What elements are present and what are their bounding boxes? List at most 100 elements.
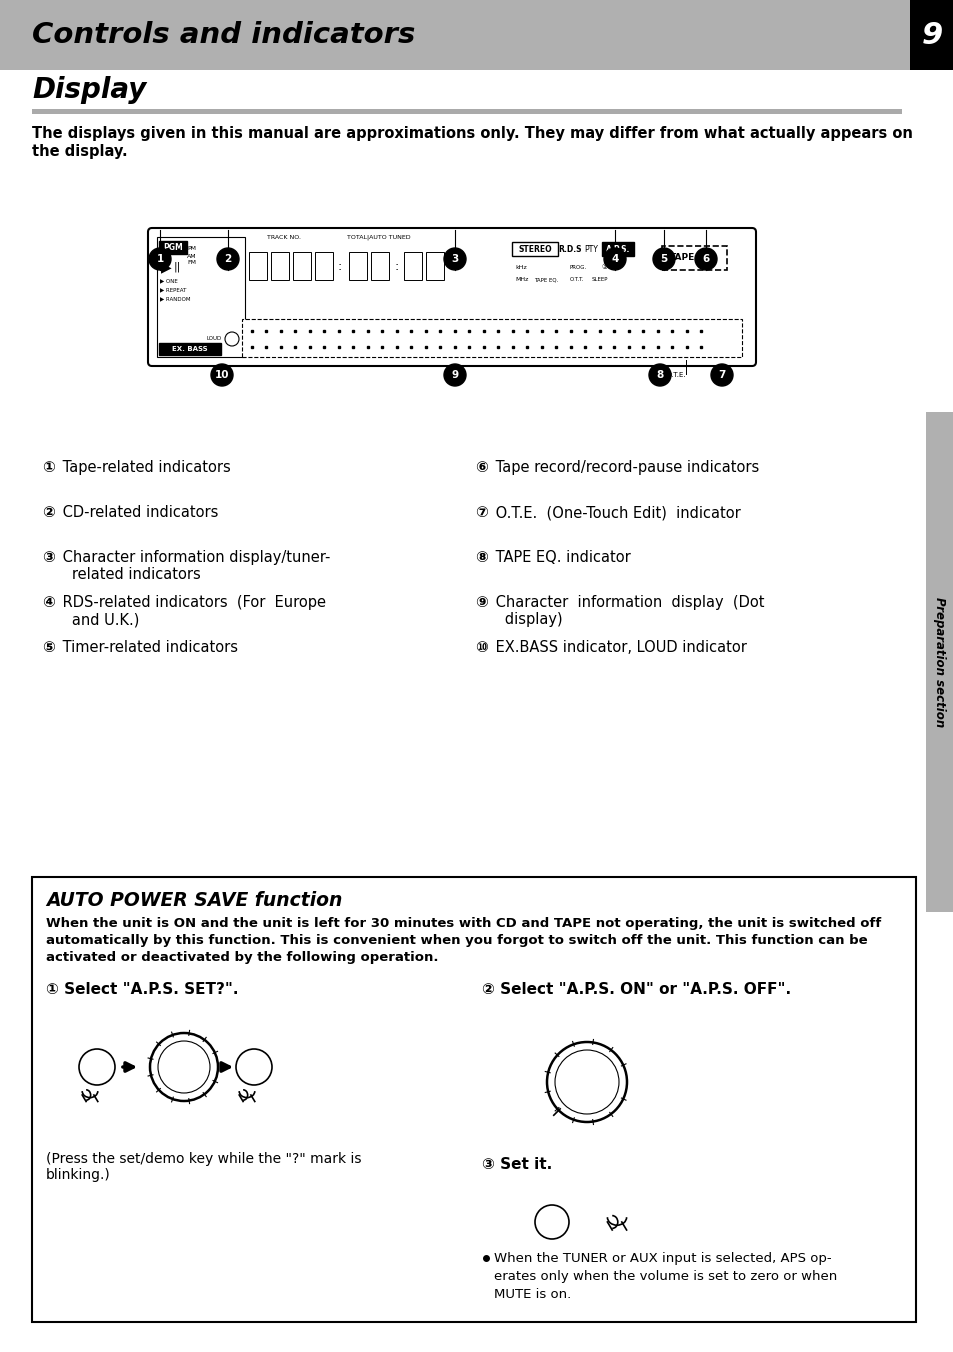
Text: 1: 1 (156, 254, 164, 264)
Text: 5: 5 (659, 254, 667, 264)
Text: 2: 2 (224, 254, 232, 264)
Bar (601, 242, 634, 256)
Circle shape (216, 247, 239, 270)
Text: ▶: ▶ (161, 260, 172, 274)
Circle shape (652, 247, 675, 270)
Text: 10: 10 (214, 370, 229, 380)
Text: ⑧: ⑧ (475, 550, 487, 565)
Text: AM: AM (187, 254, 196, 258)
Text: :: : (337, 260, 342, 273)
Text: ⑨: ⑨ (475, 595, 487, 610)
Text: ② Select "A.P.S. ON" or "A.P.S. OFF".: ② Select "A.P.S. ON" or "A.P.S. OFF". (481, 982, 790, 996)
Circle shape (603, 247, 625, 270)
Text: Character information display/tuner-
   related indicators: Character information display/tuner- rel… (58, 550, 330, 583)
Text: kHz: kHz (515, 265, 526, 270)
FancyBboxPatch shape (242, 319, 741, 357)
Text: :: : (395, 260, 398, 273)
Text: ▶ RANDOM: ▶ RANDOM (160, 296, 191, 301)
Text: (Press the set/demo key while the "?" mark is
blinking.): (Press the set/demo key while the "?" ma… (46, 1152, 361, 1182)
Bar (293, 251, 311, 280)
Text: 6: 6 (701, 254, 709, 264)
Text: 4: 4 (611, 254, 618, 264)
Text: MHz: MHz (515, 277, 528, 283)
Text: PGM: PGM (163, 242, 183, 251)
Text: PROG.: PROG. (569, 265, 587, 270)
Text: ① Select "A.P.S. SET?".: ① Select "A.P.S. SET?". (46, 982, 238, 996)
Text: 3: 3 (451, 254, 458, 264)
Text: RDS-related indicators  (For  Europe
   and U.K.): RDS-related indicators (For Europe and U… (58, 595, 326, 627)
Text: the display.: the display. (32, 145, 128, 160)
Text: The displays given in this manual are approximations only. They may differ from : The displays given in this manual are ap… (32, 126, 912, 141)
Bar (512, 242, 558, 256)
Bar (426, 251, 443, 280)
Bar (32, 110, 901, 114)
Text: ③ Set it.: ③ Set it. (481, 1157, 552, 1172)
FancyBboxPatch shape (661, 246, 726, 270)
FancyBboxPatch shape (148, 228, 755, 366)
Text: 9: 9 (451, 370, 458, 380)
Text: TAPE: TAPE (669, 254, 695, 262)
FancyBboxPatch shape (32, 877, 915, 1322)
Text: FM: FM (187, 261, 195, 265)
Circle shape (211, 364, 233, 387)
Text: Preparation section: Preparation section (933, 596, 945, 727)
Text: EX. BASS: EX. BASS (172, 346, 208, 352)
Text: ▶ ONE: ▶ ONE (160, 279, 177, 284)
Text: activated or deactivated by the following operation.: activated or deactivated by the followin… (46, 950, 438, 964)
Text: EX.BASS indicator, LOUD indicator: EX.BASS indicator, LOUD indicator (491, 639, 746, 654)
Bar (157, 237, 245, 357)
Text: ①: ① (42, 460, 55, 475)
Text: 7: 7 (718, 370, 725, 380)
Text: automatically by this function. This is convenient when you forgot to switch off: automatically by this function. This is … (46, 934, 866, 946)
Text: ⑩: ⑩ (475, 639, 487, 654)
Text: O.T.E.: O.T.E. (666, 372, 686, 379)
Text: When the TUNER or AUX input is selected, APS op-
erates only when the volume is : When the TUNER or AUX input is selected,… (494, 1252, 837, 1301)
Circle shape (710, 364, 732, 387)
Text: ⑥: ⑥ (475, 460, 487, 475)
Text: TAPE EQ.: TAPE EQ. (534, 277, 558, 283)
Text: ● II: ● II (701, 254, 716, 262)
Text: ⑤: ⑤ (42, 639, 55, 654)
Bar (371, 251, 389, 280)
Text: Character  information  display  (Dot
   display): Character information display (Dot displ… (491, 595, 763, 627)
Text: PM: PM (187, 246, 195, 251)
Text: A.P.S.: A.P.S. (605, 245, 630, 254)
Text: ④: ④ (42, 595, 55, 610)
Circle shape (648, 364, 670, 387)
Text: CD-related indicators: CD-related indicators (58, 506, 218, 521)
Bar (0, 0, 953, 70)
Text: ⑦: ⑦ (475, 506, 487, 521)
Text: Tape-related indicators: Tape-related indicators (58, 460, 231, 475)
Text: 9: 9 (921, 20, 942, 50)
Text: R.D.S: R.D.S (558, 245, 581, 254)
Text: TAPE EQ. indicator: TAPE EQ. indicator (491, 550, 630, 565)
Circle shape (149, 247, 171, 270)
Bar (159, 241, 187, 254)
Text: ③: ③ (42, 550, 55, 565)
Text: Display: Display (32, 76, 146, 104)
Text: When the unit is ON and the unit is left for 30 minutes with CD and TAPE not ope: When the unit is ON and the unit is left… (46, 917, 881, 930)
Text: Timer-related indicators: Timer-related indicators (58, 639, 237, 654)
Text: STEREO: STEREO (517, 245, 551, 254)
Text: AUTO POWER SAVE function: AUTO POWER SAVE function (46, 891, 342, 910)
Bar (349, 251, 367, 280)
Text: ①②: ①② (601, 264, 614, 270)
Text: O.T.E.  (One-Touch Edit)  indicator: O.T.E. (One-Touch Edit) indicator (491, 506, 740, 521)
Text: TRACK NO.: TRACK NO. (267, 235, 301, 241)
Bar (909, 0, 953, 70)
Bar (403, 251, 421, 280)
Text: Tape record/record-pause indicators: Tape record/record-pause indicators (491, 460, 759, 475)
Bar (925, 412, 953, 913)
Circle shape (695, 247, 717, 270)
Bar (314, 251, 333, 280)
Circle shape (443, 247, 465, 270)
Text: ||: || (173, 262, 181, 272)
Text: O.T.T.: O.T.T. (569, 277, 584, 283)
Text: Controls and indicators: Controls and indicators (32, 22, 415, 49)
Text: TOTAL|AUTO TUNED: TOTAL|AUTO TUNED (347, 235, 411, 241)
Text: PTY: PTY (583, 245, 598, 254)
Text: 8: 8 (656, 370, 663, 380)
Text: ②: ② (42, 506, 55, 521)
Text: LOUD: LOUD (207, 337, 222, 342)
Bar (159, 343, 221, 356)
